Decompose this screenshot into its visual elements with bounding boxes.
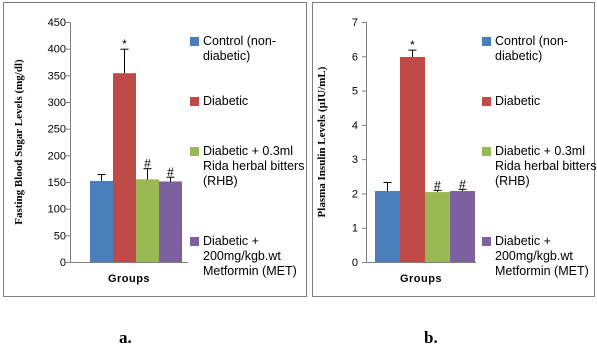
- legend-label: Diabetic +200mg/kgb.wt Metformin (MET): [203, 234, 297, 278]
- legend-label-line: 200mg/kgb.wt: [203, 249, 281, 263]
- x-axis-label: Groups: [108, 273, 150, 285]
- significance-marker: #: [144, 157, 151, 171]
- legend-label-line: Diabetic: [203, 94, 248, 108]
- y-axis-label: Plasma Insulin Levels (µIU/mL): [316, 66, 328, 217]
- legend-swatch: [190, 147, 199, 156]
- y-tick-label: 150: [48, 177, 66, 189]
- y-tick-label: 100: [48, 204, 66, 216]
- bar-1: [375, 191, 400, 262]
- bar-2: [113, 73, 136, 262]
- y-tick-label: 2: [352, 188, 358, 200]
- y-tick-label: 400: [48, 44, 66, 56]
- y-tick-label: 4: [352, 120, 358, 132]
- significance-marker: #: [167, 165, 174, 179]
- significance-marker: *: [410, 38, 415, 52]
- legend-label-line: Diabetic + 0.3ml: [203, 144, 293, 158]
- y-tick-label: 1: [352, 223, 358, 235]
- y-tick-label: 7: [352, 17, 358, 29]
- legend-label: Diabetic + 0.3ml Rida herbal bitters (RHB): [495, 144, 596, 188]
- legend-swatch: [482, 237, 491, 246]
- y-tick-label: 300: [48, 97, 66, 109]
- legend-label-line: Diabetic +: [203, 234, 259, 248]
- y-tick-label: 6: [352, 51, 358, 63]
- bar-4: [159, 181, 182, 262]
- legend-label-line: Diabetic +: [495, 234, 551, 248]
- legend-label-line: Control (non-: [203, 34, 276, 48]
- panel-label-a: a.: [119, 328, 132, 347]
- chart-frame: [3, 2, 307, 297]
- legend-label: Diabetic +200mg/kgb.wt Metformin (MET): [495, 234, 589, 278]
- y-tick-label: 250: [48, 124, 66, 136]
- y-tick-label: 0: [352, 257, 358, 269]
- chart-frame: [312, 2, 595, 297]
- significance-marker: *: [122, 37, 127, 51]
- legend-label-line: diabetic): [203, 49, 250, 63]
- x-axis-label: Groups: [400, 273, 442, 285]
- y-axis-label: Fasting Blood Sugar Levels (mg/dl): [13, 59, 25, 225]
- y-tick-label: 5: [352, 86, 358, 98]
- legend-swatch: [190, 237, 199, 246]
- legend-label-line: diabetic): [495, 49, 542, 63]
- legend-label-line: Rida herbal bitters: [203, 159, 304, 173]
- legend-label-line: Metformin (MET): [495, 264, 589, 278]
- legend-swatch: [482, 97, 491, 106]
- legend-swatch: [482, 37, 491, 46]
- legend-label-line: Metformin (MET): [203, 264, 297, 278]
- panel-label-b: b.: [424, 328, 438, 347]
- bar-1: [90, 180, 113, 262]
- legend-swatch: [482, 147, 491, 156]
- legend-label: Control (non-diabetic): [495, 34, 568, 63]
- legend-label-line: 200mg/kgb.wt: [495, 249, 573, 263]
- legend-swatch: [190, 97, 199, 106]
- y-tick-label: 200: [48, 150, 66, 162]
- bar-3: [425, 192, 450, 262]
- bar-3: [136, 179, 159, 262]
- legend-label-line: Control (non-: [495, 34, 568, 48]
- legend-label: Diabetic: [495, 94, 540, 108]
- legend-label: Diabetic + 0.3ml Rida herbal bitters (RHB): [203, 144, 304, 188]
- y-tick-label: 3: [352, 154, 358, 166]
- legend-label-line: Diabetic + 0.3ml: [495, 144, 585, 158]
- legend-label: Control (non-diabetic): [203, 34, 276, 63]
- legend-swatch: [190, 37, 199, 46]
- significance-marker: #: [459, 177, 466, 191]
- legend-label: Diabetic: [203, 94, 248, 108]
- legend-label-line: Rida herbal bitters: [495, 159, 596, 173]
- y-tick-label: 450: [48, 17, 66, 29]
- legend-label-line: Diabetic: [495, 94, 540, 108]
- legend-label-line: (RHB): [203, 174, 238, 188]
- chart-panel-a: 0 50 100 150 200 250 300 350 400 450 Fasting Blood…: [3, 2, 307, 297]
- legend-label-line: (RHB): [495, 174, 530, 188]
- y-tick-label: 350: [48, 70, 66, 82]
- bar-4: [450, 191, 475, 262]
- bar-2: [400, 56, 425, 262]
- significance-marker: #: [434, 178, 441, 192]
- chart-panel-b: 0 1 2 3 4 5 6 7 Plasma Insulin Levels (µIU/mL) Gr…: [312, 2, 596, 297]
- y-tick-label: 0: [60, 257, 66, 269]
- y-tick-label: 50: [54, 230, 66, 242]
